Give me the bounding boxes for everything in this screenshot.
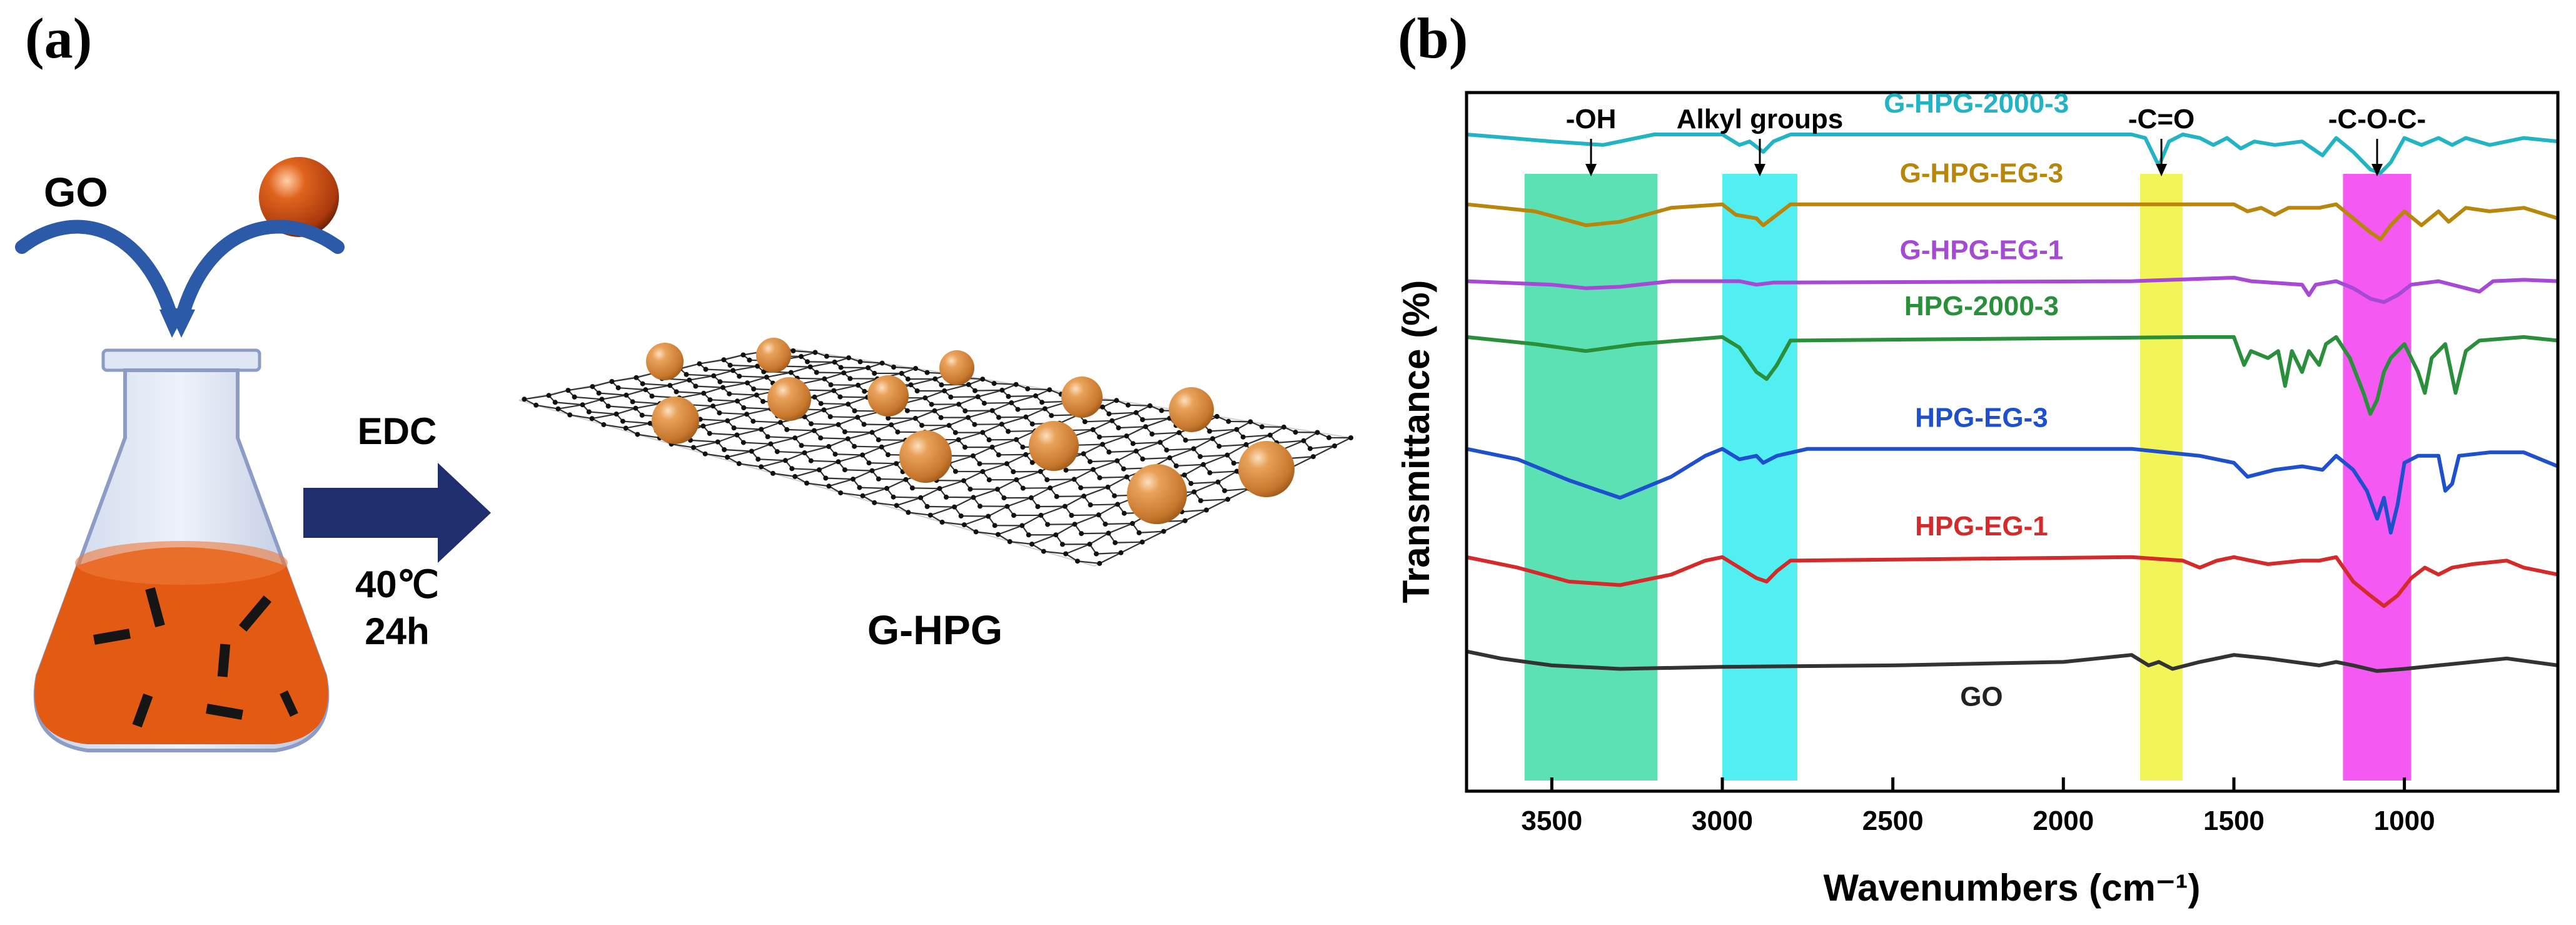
x-axis-ticks: 3500 3000 2500 2000 1500 1000: [1521, 777, 2435, 836]
x-tick-label-2500: 2500: [1862, 806, 1924, 836]
x-tick-label-2000: 2000: [2033, 806, 2094, 836]
panel-a: (a) GO EDC 40℃ 24h: [15, 6, 1353, 752]
x-tick-label-3000: 3000: [1692, 806, 1753, 836]
band-1: [1722, 174, 1797, 781]
series-line-hpg-eg-3: [1466, 447, 2559, 535]
series-line-g-hpg-eg-3: [1466, 202, 2558, 241]
go-curved-arrow: [15, 220, 179, 326]
band-arrowhead-2: [2156, 164, 2168, 176]
hpg-spheres: [646, 338, 1295, 524]
absorption-bands: [1524, 174, 2412, 781]
panel-b-label: (b): [1398, 6, 1468, 70]
band-arrowhead-0: [1585, 164, 1597, 176]
polymer-curved-arrow: [174, 220, 345, 326]
plot-frame: [1465, 91, 2560, 793]
series-label-hpg-eg-1: HPG-EG-1: [1915, 511, 2048, 542]
series-line-g-hpg-2000-3: [1466, 133, 2558, 175]
temperature-label: 40℃: [355, 564, 439, 605]
spectra-series: [1466, 133, 2559, 673]
x-tick-label-1000: 1000: [2374, 806, 2435, 836]
panel-b: (b) 3500 3000 2500 2000 1500 1000 -OH Alkyl gr…: [1395, 6, 2560, 909]
band-labels: -OH Alkyl groups -C=O -C-O-C-: [1566, 104, 2426, 176]
band-arrowhead-1: [1754, 164, 1765, 176]
series-line-g-hpg-eg-1: [1466, 276, 2558, 305]
reagent-label: EDC: [358, 410, 437, 452]
reaction-flask: [33, 348, 330, 752]
band-label-0: -OH: [1566, 104, 1617, 134]
series-label-hpg-2000-3: HPG-2000-3: [1904, 291, 2059, 321]
series-label-g-hpg-eg-1: G-HPG-EG-1: [1900, 235, 2064, 266]
x-axis-title: Wavenumbers (cm⁻¹): [1824, 867, 2201, 909]
series-label-g-hpg-eg-3: G-HPG-EG-3: [1900, 158, 2064, 189]
band-label-1: Alkyl groups: [1677, 104, 1844, 134]
series-label-hpg-eg-3: HPG-EG-3: [1915, 403, 2048, 433]
polymer-curved-arrowhead: [168, 308, 195, 338]
reaction-arrow: [303, 463, 491, 563]
series-line-hpg-2000-3: [1466, 335, 2558, 416]
time-label: 24h: [365, 610, 429, 652]
band-label-2: -C=O: [2128, 104, 2195, 134]
band-label-3: -C-O-C-: [2328, 104, 2426, 134]
series-label-go: GO: [1960, 681, 2003, 712]
series-line-go: [1466, 649, 2558, 673]
band-2: [2139, 174, 2183, 781]
go-label: GO: [44, 169, 108, 215]
polymer-sphere-icon: [259, 157, 339, 237]
band-arrowhead-3: [2371, 164, 2383, 176]
series-labels: G-HPG-2000-3 G-HPG-EG-3 G-HPG-EG-1 HPG-2000…: [1884, 88, 2069, 712]
band-0: [1524, 174, 1658, 781]
y-axis-title: Transmittance (%): [1395, 280, 1437, 604]
series-label-g-hpg-2000-3: G-HPG-2000-3: [1884, 88, 2069, 119]
x-tick-label-1500: 1500: [2203, 806, 2265, 836]
x-tick-label-3500: 3500: [1521, 806, 1582, 836]
band-3: [2343, 174, 2412, 781]
series-line-hpg-eg-1: [1466, 555, 2558, 608]
panel-a-label: (a): [25, 6, 92, 70]
product-label: G-HPG: [867, 607, 1003, 653]
